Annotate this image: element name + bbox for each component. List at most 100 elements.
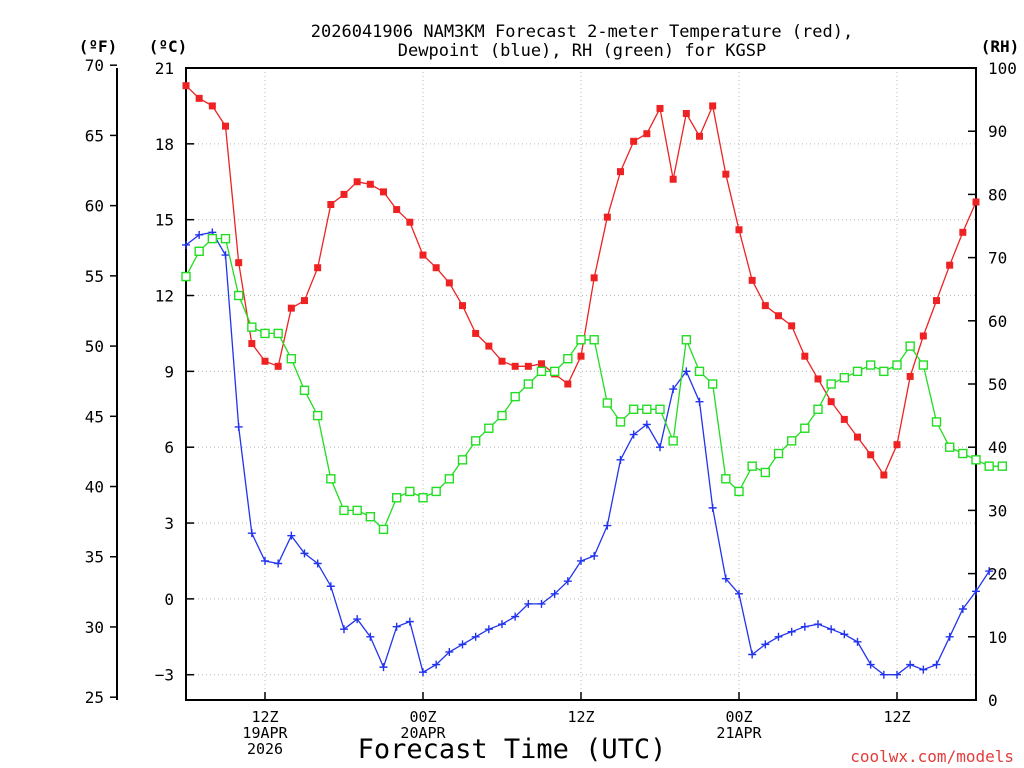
rh-point	[615, 417, 626, 427]
2-meter-temperature-point	[248, 340, 256, 348]
x-tick-label: 2026	[247, 740, 283, 758]
rh-point	[457, 455, 468, 465]
series-layer	[181, 82, 1008, 679]
dewpoint-point	[221, 251, 230, 260]
dewpoint-point	[800, 622, 809, 631]
x-axis-title: Forecast Time (UTC)	[358, 734, 667, 765]
dewpoint-point	[893, 670, 901, 679]
rh-point	[286, 354, 297, 364]
rh-point	[339, 505, 349, 516]
rh-series-line	[185, 237, 1003, 531]
dewpoint-point	[919, 665, 928, 674]
rh-point	[655, 404, 665, 414]
rh-tick-label: 40	[988, 438, 1007, 457]
2-meter-temperature-point	[274, 362, 282, 370]
rh-point	[760, 467, 771, 478]
dewpoint-point	[814, 620, 822, 629]
rh-point	[852, 366, 863, 377]
celsius-tick-label: 18	[155, 135, 174, 154]
rh-point	[207, 233, 218, 244]
2-meter-temperature-point	[854, 433, 861, 441]
dewpoint-point	[471, 632, 480, 641]
dewpoint-point	[958, 604, 967, 613]
chart-title-line2: Dewpoint (blue), RH (green) for KGSP	[398, 41, 766, 61]
dewpoint-point	[300, 549, 309, 558]
dewpoint-point	[287, 531, 296, 540]
2-meter-temperature-point	[919, 332, 927, 340]
rh-point	[628, 404, 639, 414]
2-meter-temperature-point	[287, 304, 295, 312]
2-meter-temperature-point	[432, 264, 440, 272]
rh-point	[299, 385, 310, 396]
x-tick-label: 00Z	[725, 708, 752, 726]
rh-point	[273, 328, 283, 339]
rh-point	[405, 486, 415, 497]
rh-point	[984, 461, 994, 471]
rh-point	[484, 423, 494, 433]
2-meter-temperature-point	[393, 206, 401, 214]
2-meter-temperature-point	[261, 357, 269, 365]
rh-point	[181, 271, 191, 282]
2-meter-temperature-point	[682, 110, 690, 118]
dewpoint-point	[524, 599, 533, 608]
rh-point	[233, 290, 244, 301]
dewpoint-point	[484, 625, 493, 634]
axes	[110, 64, 977, 701]
2-meter-temperature-point	[419, 251, 427, 259]
fahrenheit-tick-label: 55	[85, 267, 104, 286]
rh-point	[602, 398, 613, 408]
2-meter-temperature-point	[748, 276, 756, 284]
rh-point	[549, 366, 560, 377]
dewpoint-point	[682, 367, 691, 376]
2-meter-temperature-point	[906, 372, 914, 380]
dewpoint-point	[419, 668, 427, 677]
rh-point	[800, 423, 810, 433]
dewpoint-point	[761, 640, 770, 649]
dewpoint-point	[313, 559, 322, 568]
rh-point	[589, 335, 599, 345]
dewpoint-point	[590, 551, 599, 560]
dewpoint-point	[642, 420, 651, 429]
2-meter-temperature-point	[617, 168, 624, 176]
celsius-axis-unit: (ºC)	[149, 37, 188, 56]
x-tick-label: 00Z	[409, 708, 436, 726]
rh-point	[260, 328, 270, 339]
dewpoint-point	[247, 529, 256, 538]
rh-point	[707, 379, 718, 389]
rh-point	[391, 493, 402, 503]
celsius-tick-label: 9	[164, 362, 174, 381]
2-meter-temperature-point	[630, 137, 638, 145]
2-meter-temperature-point	[314, 264, 322, 272]
rh-point	[312, 410, 323, 421]
2-meter-temperature-point	[603, 213, 611, 221]
2-meter-temperature-point	[538, 360, 545, 368]
2-meter-temperature-point	[814, 375, 822, 383]
dewpoint-point	[340, 625, 348, 634]
tick-labels: 70656055504540353025211815129630−3100908…	[85, 56, 1017, 758]
dewpoint-point	[972, 587, 980, 596]
2-meter-temperature-point	[827, 398, 835, 406]
2-meter-temperature-point	[485, 342, 493, 350]
dewpoint-point	[563, 577, 572, 586]
dewpoint-point	[577, 556, 585, 565]
2-meter-temperature-point	[643, 130, 651, 138]
rh-point	[944, 442, 955, 452]
dewpoint-point	[932, 660, 941, 669]
2-meter-temperature-point	[498, 357, 506, 365]
rh-point	[563, 354, 573, 364]
dewpoint-point	[392, 622, 401, 631]
celsius-tick-label: 0	[164, 590, 174, 609]
rh-point	[497, 410, 507, 421]
2-meter-temperature-point	[722, 170, 730, 178]
fahrenheit-tick-label: 70	[85, 56, 104, 75]
dewpoint-point	[695, 397, 704, 406]
dewpoint-point	[669, 385, 678, 394]
2-meter-temperature-point	[235, 259, 243, 267]
2-meter-temperature-point	[445, 279, 453, 287]
rh-point	[510, 391, 520, 402]
dewpoint-point	[458, 640, 467, 649]
2-meter-temperature-point	[788, 322, 796, 330]
dewpoint-point	[774, 632, 783, 641]
2-meter-temperature-point	[735, 226, 743, 234]
rh-point	[668, 436, 678, 446]
